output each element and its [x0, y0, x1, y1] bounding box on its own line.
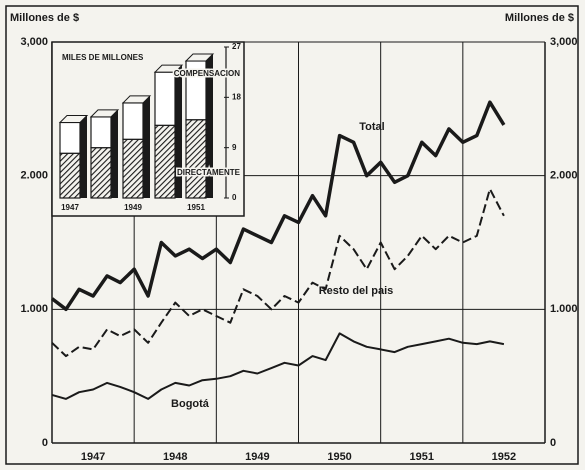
y-tick-label: 0: [42, 437, 48, 449]
y-tick-label: 9: [232, 143, 237, 152]
bar-segment: [154, 124, 176, 199]
x-tick-label: 1951: [187, 203, 205, 212]
x-tick-label: 1950: [327, 451, 351, 463]
bar-side: [111, 140, 118, 198]
bar-side: [175, 118, 182, 198]
y2-tick-label: 2.000: [550, 170, 578, 182]
series-label: Total: [359, 121, 384, 133]
y-tick-label: 2.000: [20, 170, 48, 182]
y-tick-label: 27: [232, 42, 241, 51]
legend-label: DIRECTAMENTE: [177, 168, 241, 177]
y-axis-title: Millones de $: [10, 12, 79, 24]
y-tick-label: 1.000: [20, 303, 48, 315]
bar-side: [143, 95, 150, 140]
line-series: [51, 332, 505, 400]
bar-segment: [59, 152, 81, 199]
y2-tick-label: 0: [550, 437, 556, 449]
bar-segment: [59, 121, 81, 154]
bar-side: [143, 132, 150, 198]
bar-segment: [154, 71, 176, 126]
y-tick-label: 18: [232, 92, 241, 101]
inset-plot: 0 9 18 27 1947 1949 1951 DIRECTAMENTE COMPENSACI…: [58, 42, 242, 212]
bar-segment: [185, 119, 207, 199]
x-tick-label: 1949: [124, 203, 142, 212]
x-tick-label: 1947: [81, 451, 105, 463]
bar-top: [58, 115, 89, 123]
line-series: [50, 100, 506, 312]
x-tick-label: 1952: [492, 451, 516, 463]
bar-segment: [122, 102, 144, 140]
y2-tick-label: 1.000: [550, 303, 578, 315]
x-tick-label: 1947: [61, 203, 79, 212]
bar-side: [175, 65, 182, 126]
bar-top: [153, 64, 184, 73]
line-series: [51, 188, 505, 358]
main-plot: 0 1.000 2.000 3,000 0 1.000 2.000 3,000 1947 1948…: [20, 36, 577, 463]
frame: [5, 5, 579, 465]
bar-side: [111, 109, 118, 148]
bar-side: [80, 115, 87, 154]
bar-top: [121, 95, 152, 104]
bar-side: [206, 53, 213, 120]
bar-segment: [122, 138, 144, 199]
y-tick-label: 3,000: [20, 36, 48, 48]
series-label: Resto del pais: [319, 285, 394, 297]
bar-side: [206, 112, 213, 198]
bar-top: [184, 53, 215, 62]
inset-title: MILES DE MILLONES: [62, 53, 144, 62]
bar-top: [89, 109, 120, 118]
y-tick-label: 0: [232, 193, 237, 202]
y2-tick-label: 3,000: [550, 36, 578, 48]
x-tick-label: 1951: [410, 451, 434, 463]
bar-side: [80, 146, 87, 198]
bar-segment: [90, 147, 112, 199]
x-tick-label: 1949: [245, 451, 269, 463]
series-label: Bogotá: [171, 398, 210, 410]
y2-axis-title: Millones de $: [505, 12, 574, 24]
bar-segment: [90, 116, 112, 149]
x-tick-label: 1948: [163, 451, 187, 463]
legend-label: COMPENSACION: [174, 69, 240, 78]
